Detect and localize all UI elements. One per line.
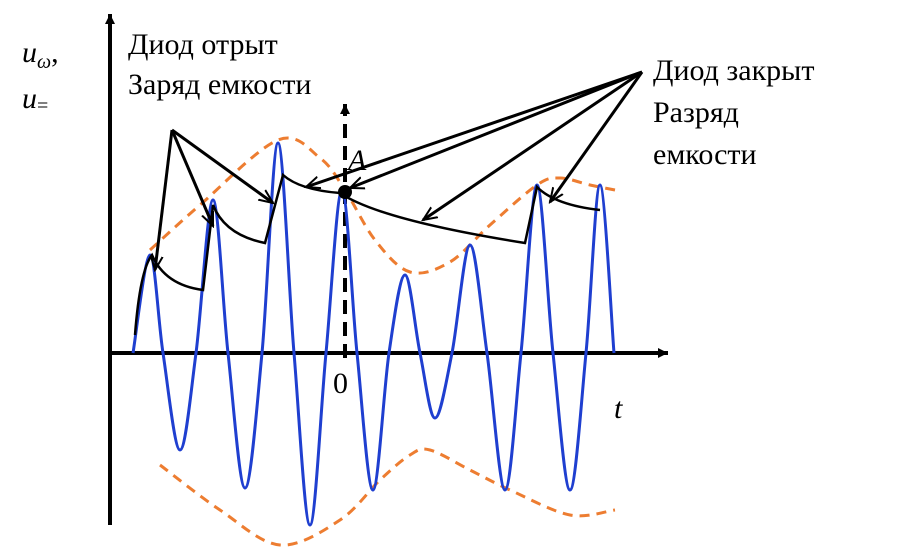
arrow xyxy=(423,70,643,220)
y-label-2: u= xyxy=(22,82,48,117)
upper-envelope xyxy=(148,136,616,275)
note: емкости xyxy=(653,138,757,171)
lower-envelope xyxy=(159,447,616,547)
note: Диод закрыт xyxy=(653,54,814,87)
y-label-sep: , xyxy=(51,36,59,69)
y-label-2-sub: = xyxy=(37,95,48,117)
y-label-main: u xyxy=(22,36,37,69)
curves xyxy=(131,136,616,547)
y-label-sub: ω xyxy=(37,51,51,73)
note: Диод отрыт xyxy=(128,28,278,61)
note: Разряд xyxy=(653,96,739,129)
arrow xyxy=(350,70,643,188)
origin-label: 0 xyxy=(333,367,348,400)
arrows xyxy=(155,70,644,270)
arrow xyxy=(170,129,215,226)
x-label: t xyxy=(614,392,623,425)
point-label: A xyxy=(346,144,367,177)
capacitor-voltage xyxy=(133,172,601,336)
note: Заряд емкости xyxy=(128,68,312,101)
arrow xyxy=(550,71,644,202)
y-label: uω, xyxy=(22,36,59,73)
arrow xyxy=(306,70,643,187)
y-label-2-main: u xyxy=(22,82,37,115)
arrow xyxy=(171,128,273,203)
arrow xyxy=(155,129,174,270)
